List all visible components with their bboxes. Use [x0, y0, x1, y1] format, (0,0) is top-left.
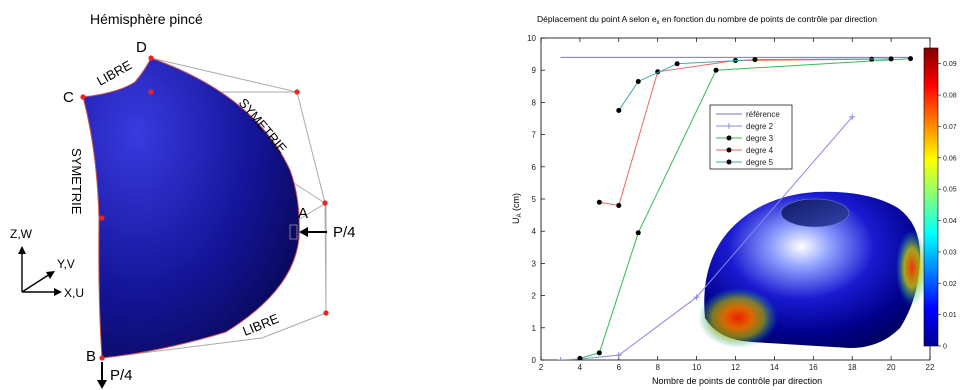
legend-label: degre 5 [746, 158, 774, 167]
y-tick-label: 1 [532, 324, 537, 333]
x-tick-label: 10 [692, 363, 701, 372]
vertex-d-label: D [136, 39, 147, 56]
legend-label: degre 4 [746, 146, 774, 155]
legend-marker [726, 159, 732, 165]
data-point [674, 61, 680, 67]
vertex-c-label: C [63, 89, 74, 106]
edge-label-top-free: LIBRE [94, 57, 134, 88]
y-tick-label: 3 [532, 259, 537, 268]
colorbar-tick-label: 0.08 [943, 93, 957, 100]
x-tick-label: 22 [926, 363, 935, 372]
shell-surface [82, 57, 300, 359]
x-tick-label: 2 [539, 363, 544, 372]
y-tick-label: 9 [532, 66, 537, 75]
control-points [80, 55, 329, 361]
legend-label: degre 2 [746, 122, 774, 131]
x-axis: 2 4 6 8 10 12 14 16 18 20 22 [539, 38, 935, 372]
data-point [635, 230, 641, 236]
vertex-b-label: B [86, 348, 96, 365]
colorbar-tick-label: 0.03 [943, 249, 957, 256]
x-tick-label: 6 [617, 363, 622, 372]
edge-label-left-symmetry: SYMETRIE [69, 148, 84, 215]
axis-z-label: Z,W [10, 227, 33, 241]
load-b-label: P/4 [110, 367, 133, 384]
data-point [888, 56, 894, 62]
axis-y-label: Y,V [57, 257, 75, 271]
legend-label: référence [746, 110, 780, 119]
shell-figure: Hémisphère pincé D C A B LIBRE [10, 11, 356, 389]
colorbar: 0 0.01 0.02 0.03 0.04 0.05 0.06 0.07 0.08 0.09 [923, 47, 957, 351]
series-layer [557, 56, 914, 360]
data-point [693, 294, 700, 301]
y-tick-label: 8 [532, 98, 537, 107]
data-point [557, 357, 564, 360]
legend-label: degre 3 [746, 134, 774, 143]
data-point [616, 202, 622, 208]
data-point [577, 355, 583, 360]
series-2 [577, 56, 914, 360]
y-axis-label-main: U [511, 218, 521, 225]
axis-x-label: X,U [64, 286, 84, 300]
data-point [616, 107, 622, 113]
y-axis-label: UA (cm) [511, 193, 523, 224]
data-point [615, 352, 622, 359]
colorbar-tick-label: 0.05 [943, 187, 957, 194]
x-tick-label: 8 [655, 363, 660, 372]
data-point [908, 56, 914, 62]
load-arrow-a [299, 227, 327, 237]
chart-title: Déplacement du point A selon ex en fonct… [537, 14, 877, 26]
shell-title: Hémisphère pincé [90, 11, 203, 27]
y-tick-label: 4 [532, 227, 537, 236]
y-axis-label-unit: (cm) [511, 193, 521, 214]
legend: référence degre 2 degre 3 degre 4 degre 5 [709, 104, 793, 170]
legend-marker [726, 135, 732, 141]
axis-triad [18, 246, 62, 296]
data-point [752, 57, 758, 63]
y-tick-label: 5 [532, 195, 537, 204]
y-axis: 0 1 2 3 4 5 6 7 8 9 10 [527, 34, 545, 365]
x-axis-label: Nombre de points de contrôle par directi… [652, 376, 822, 386]
y-tick-label: 7 [532, 131, 537, 140]
data-point [596, 199, 602, 205]
legend-marker [726, 123, 732, 129]
x-tick-label: 16 [809, 363, 818, 372]
node-a-box [289, 224, 298, 240]
load-a-label: P/4 [333, 224, 356, 241]
convergence-chart: Déplacement du point A selon ex en fonct… [511, 14, 957, 386]
legend-marker [726, 147, 732, 153]
data-point [635, 78, 641, 84]
vertex-a-label: A [298, 205, 308, 222]
chart-title-main: Déplacement du point A selon e [537, 14, 657, 24]
data-point [849, 113, 856, 120]
colorbar-tick-label: 0.07 [943, 124, 957, 131]
colorbar-tick-label: 0.04 [943, 218, 957, 225]
x-tick-label: 18 [848, 363, 857, 372]
x-tick-label: 20 [887, 363, 896, 372]
colorbar-scale [923, 47, 939, 347]
data-point [713, 67, 719, 73]
y-tick-label: 6 [532, 163, 537, 172]
chart-title-rest: en fonction du nombre de points de contr… [660, 14, 878, 24]
colorbar-tick-label: 0 [943, 344, 947, 351]
y-tick-label: 0 [532, 356, 537, 365]
series-4 [616, 56, 894, 113]
deformed-shell-inset [698, 191, 928, 348]
colorbar-tick-label: 0.09 [943, 61, 957, 68]
y-axis-label-sub: A [517, 213, 523, 217]
data-point [596, 350, 602, 356]
x-tick-label: 14 [770, 363, 779, 372]
y-tick-label: 10 [527, 34, 536, 43]
colorbar-tick-label: 0.01 [943, 312, 957, 319]
x-tick-label: 4 [578, 363, 583, 372]
load-arrow-b [97, 362, 107, 389]
colorbar-tick-label: 0.06 [943, 155, 957, 162]
chart-title-sub: x [657, 20, 660, 26]
y-tick-label: 2 [532, 292, 537, 301]
colorbar-tick-label: 0.02 [943, 281, 957, 288]
x-tick-label: 12 [731, 363, 740, 372]
